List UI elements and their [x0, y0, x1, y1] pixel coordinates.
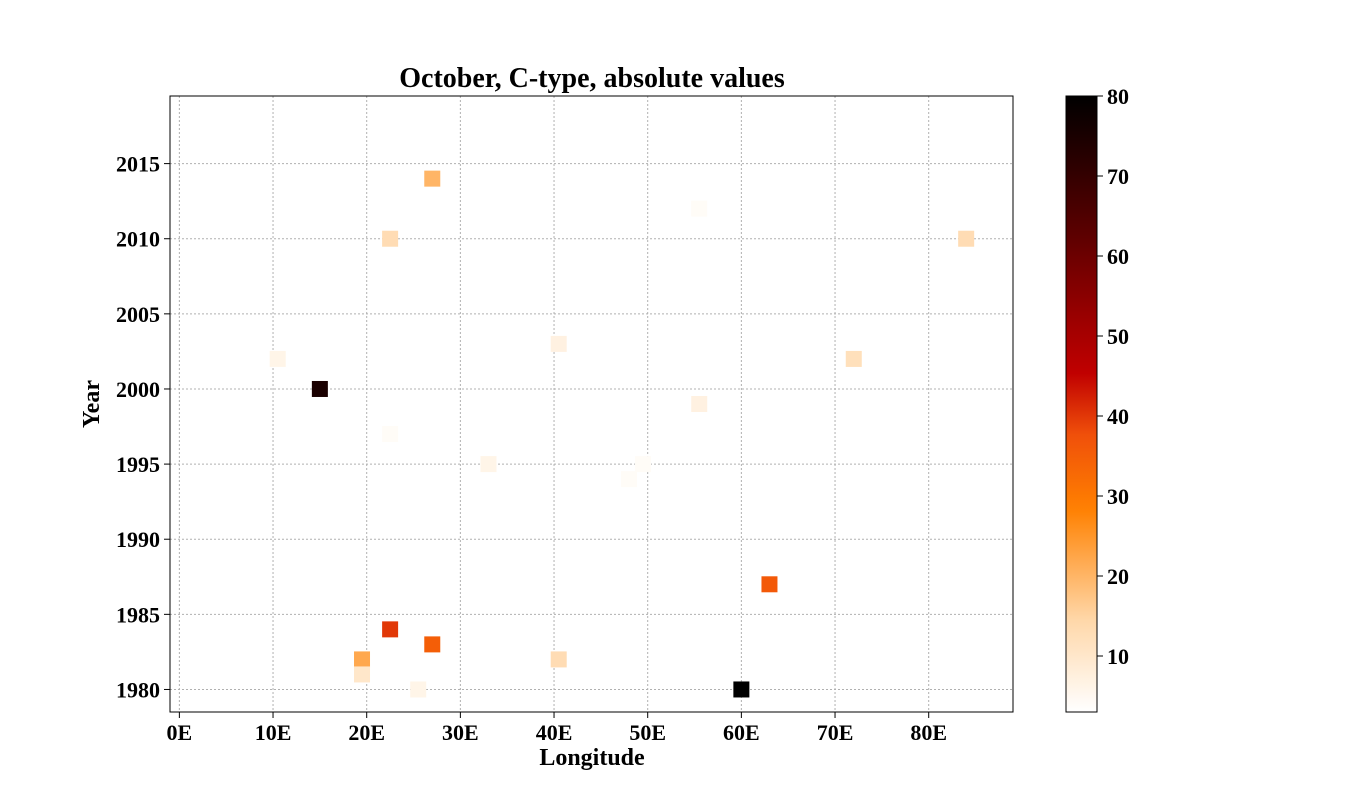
x-tick-label: 80E: [910, 720, 947, 745]
x-tick-label: 60E: [723, 720, 760, 745]
heatmap-cell: [845, 350, 862, 367]
colorbar-tick-label: 50: [1107, 324, 1129, 349]
heatmap-cell: [550, 335, 567, 352]
heatmap-cell: [733, 681, 750, 698]
heatmap-cell: [410, 681, 427, 698]
heatmap-cell: [269, 350, 286, 367]
y-tick-label: 1980: [116, 677, 160, 702]
y-tick-label: 1985: [116, 602, 160, 627]
y-axis-label: Year: [79, 380, 105, 428]
y-tick-label: 1990: [116, 527, 160, 552]
colorbar-tick-label: 30: [1107, 484, 1129, 509]
y-tick-label: 2015: [116, 152, 160, 177]
x-tick-label: 40E: [536, 720, 573, 745]
x-tick-label: 30E: [442, 720, 479, 745]
heatmap-cell: [354, 651, 371, 668]
heatmap-cell: [691, 200, 708, 217]
heatmap-cell: [691, 396, 708, 412]
heatmap-cell: [354, 666, 371, 683]
colorbar-tick-label: 80: [1107, 84, 1129, 109]
x-tick-label: 0E: [167, 720, 193, 745]
colorbar-tick-label: 40: [1107, 404, 1129, 429]
grid-lines: [170, 96, 1013, 712]
colorbar-tick-label: 20: [1107, 564, 1129, 589]
heatmap-cell: [424, 170, 441, 187]
x-tick-label: 50E: [629, 720, 666, 745]
colorbar-tick-label: 60: [1107, 244, 1129, 269]
heatmap-cell: [311, 380, 328, 397]
colorbar-tick-label: 10: [1107, 644, 1129, 669]
colorbar: [1065, 95, 1098, 713]
y-tick-label: 2005: [116, 302, 160, 327]
chart-title: October, C-type, absolute values: [399, 63, 785, 94]
heatmap-cell: [480, 456, 497, 473]
y-tick-label: 2010: [116, 227, 160, 252]
heatmap-cell: [958, 230, 975, 247]
heatmap-cell: [635, 456, 652, 473]
colorbar-tick-label: 70: [1107, 164, 1129, 189]
x-axis-label: Longitude: [539, 745, 645, 771]
y-tick-label: 2000: [116, 377, 160, 402]
heatmap-cell: [382, 426, 399, 443]
y-tick-label: 1995: [116, 452, 160, 477]
heatmap-cell: [761, 576, 778, 593]
y-axis: 1980 1985 1990 1995 2000 2005 2010 2015: [116, 152, 170, 702]
heatmap-cell: [382, 230, 399, 247]
x-tick-label: 10E: [255, 720, 292, 745]
x-axis: 0E 10E 20E 30E 40E 50E 60E 70E 80E: [167, 712, 947, 745]
heatmap-cell: [620, 471, 637, 488]
plot-frame: [169, 95, 1014, 713]
colorbar-ticks: 10 20 30 40 50 60 70 80: [1097, 84, 1129, 669]
heatmap-cell: [382, 621, 399, 638]
heatmap-cell: [424, 636, 441, 653]
x-tick-label: 70E: [817, 720, 854, 745]
heatmap-cell: [550, 651, 567, 668]
x-tick-label: 20E: [348, 720, 385, 745]
data-points: [269, 170, 975, 698]
